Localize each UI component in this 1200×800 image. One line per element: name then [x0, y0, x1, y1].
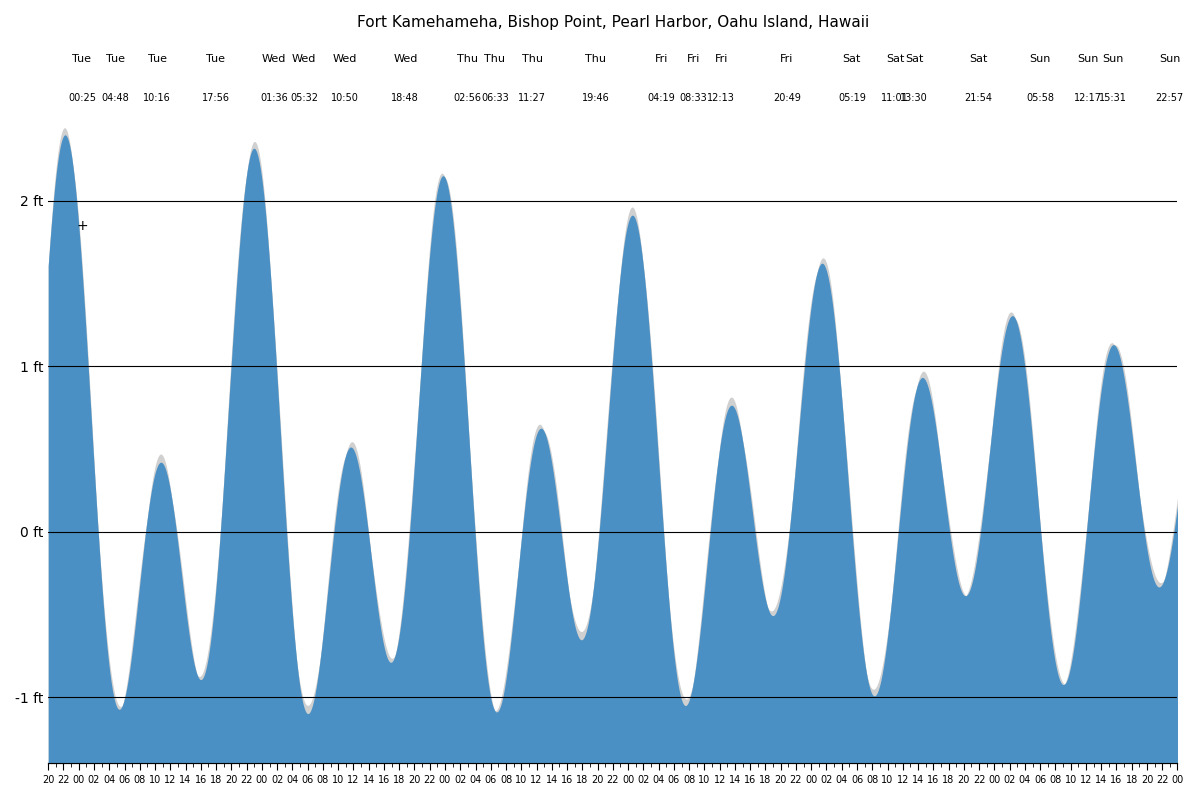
Text: 05:32: 05:32: [290, 94, 318, 103]
Text: 00:25: 00:25: [68, 94, 96, 103]
Text: 15:31: 15:31: [1099, 94, 1127, 103]
Text: 11:01: 11:01: [882, 94, 910, 103]
Text: 04:48: 04:48: [102, 94, 130, 103]
Text: 08:33: 08:33: [679, 94, 707, 103]
Text: 12:17: 12:17: [1074, 94, 1102, 103]
Text: 21:54: 21:54: [965, 94, 992, 103]
Text: 10:50: 10:50: [330, 94, 359, 103]
Text: +: +: [77, 218, 89, 233]
Text: 01:36: 01:36: [260, 94, 288, 103]
Text: 05:19: 05:19: [838, 94, 865, 103]
Title: Fort Kamehameha, Bishop Point, Pearl Harbor, Oahu Island, Hawaii: Fort Kamehameha, Bishop Point, Pearl Har…: [356, 15, 869, 30]
Text: 05:58: 05:58: [1026, 94, 1054, 103]
Text: 12:13: 12:13: [708, 94, 736, 103]
Text: 04:19: 04:19: [647, 94, 674, 103]
Text: 02:56: 02:56: [454, 94, 481, 103]
Text: 22:57: 22:57: [1156, 94, 1183, 103]
Text: 17:56: 17:56: [202, 94, 229, 103]
Text: 20:49: 20:49: [773, 94, 800, 103]
Text: 11:27: 11:27: [518, 94, 546, 103]
Text: 18:48: 18:48: [391, 94, 419, 103]
Text: 06:33: 06:33: [481, 94, 509, 103]
Text: 19:46: 19:46: [582, 94, 610, 103]
Text: 10:16: 10:16: [143, 94, 170, 103]
Text: 13:30: 13:30: [900, 94, 928, 103]
